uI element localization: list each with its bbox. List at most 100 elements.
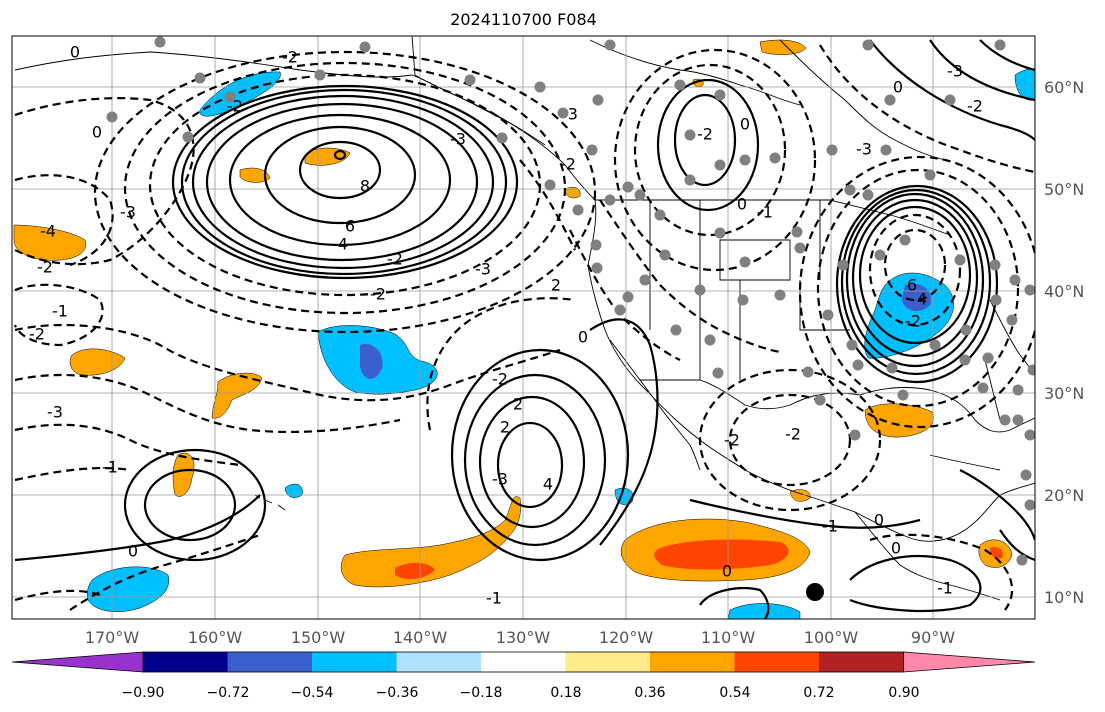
contour-label: 0 xyxy=(893,78,903,97)
shade-neg-aleutian xyxy=(199,71,281,117)
shade-neg-midpacific-core xyxy=(360,343,383,379)
station-dot xyxy=(314,69,326,81)
border-us-mexico xyxy=(640,379,861,410)
station-dot xyxy=(1024,429,1035,441)
colorbar-segment xyxy=(396,652,481,672)
station-dot xyxy=(154,36,166,48)
contour-label: -3 xyxy=(492,470,508,489)
station-dot xyxy=(670,324,682,336)
coast-florida xyxy=(984,359,1001,421)
lon-label: 90°W xyxy=(911,628,955,647)
lon-label: 100°W xyxy=(804,628,859,647)
contour-label: -2 xyxy=(370,285,386,304)
contour-label: -1 xyxy=(822,517,838,536)
station-dot xyxy=(852,359,864,371)
station-dot xyxy=(1027,364,1035,376)
station-dot xyxy=(994,39,1006,51)
coast-cuba xyxy=(929,454,1001,471)
contour-label: -2 xyxy=(387,250,403,269)
station-dot xyxy=(694,284,706,296)
shade-neg-top-right xyxy=(1014,68,1035,101)
station-dot xyxy=(739,154,751,166)
station-dot xyxy=(924,169,936,181)
coast-alaska xyxy=(411,74,546,146)
shade-pos-gulf xyxy=(864,403,934,438)
station-dot xyxy=(899,234,911,246)
station-dot xyxy=(977,382,989,394)
colorbar-tick-label: 0.90 xyxy=(888,685,919,701)
station-dot xyxy=(1012,384,1024,396)
station-dot xyxy=(634,189,646,201)
colorbar-segment xyxy=(312,652,397,672)
lat-label: 40°N xyxy=(1044,282,1084,301)
contour-label: -1 xyxy=(937,579,953,598)
colorbar-segment xyxy=(819,652,904,672)
station-dot xyxy=(622,291,634,303)
contour-label: -2 xyxy=(697,125,713,144)
shade-pos-alaska-small xyxy=(564,186,581,199)
contour-label: -1 xyxy=(757,203,773,222)
station-dot xyxy=(1024,284,1035,296)
station-dot xyxy=(802,366,814,378)
colorbar xyxy=(11,651,1036,673)
station-dot xyxy=(622,181,634,193)
lon-label: 150°W xyxy=(291,628,346,647)
lat-label: 10°N xyxy=(1044,588,1084,607)
contour-label: -3 xyxy=(947,62,963,81)
contour-label: 0 xyxy=(874,511,884,530)
contour-label: -2 xyxy=(785,425,801,444)
station-dot xyxy=(591,262,603,274)
station-dot xyxy=(496,132,508,144)
map-content: 0 -2 -2 0 -3 8 6 -4 -2 -2 -4 -2 -1 -2 -3… xyxy=(12,36,1035,619)
colorbar-tick-label: 0.54 xyxy=(719,685,750,701)
station-dot xyxy=(464,74,476,86)
contour-label: -3 xyxy=(120,203,136,222)
station-dot xyxy=(1009,274,1021,286)
map-frame xyxy=(11,35,1036,620)
contour-label: 4 xyxy=(543,475,553,494)
station-dot xyxy=(989,259,1001,271)
contour-label: 0 xyxy=(128,542,138,561)
shade-neg-south xyxy=(727,603,801,619)
station-dot xyxy=(769,152,781,164)
station-dot xyxy=(959,354,971,366)
shade-neg-east-low-core xyxy=(902,283,931,312)
station-dot xyxy=(1016,554,1028,566)
station-dot xyxy=(960,324,972,336)
station-dot xyxy=(837,259,849,271)
station-dot xyxy=(654,209,666,221)
station-dot xyxy=(1024,499,1035,511)
colorbar-tick-label: −0.36 xyxy=(376,685,419,701)
shaded-anomaly-regions xyxy=(13,39,1035,619)
colorbar-segment xyxy=(227,652,312,672)
station-dot xyxy=(944,94,956,106)
station-dot xyxy=(359,41,371,53)
colorbar-extend-low xyxy=(11,651,144,673)
contour-label: -2 xyxy=(724,431,740,450)
station-dot xyxy=(982,352,994,364)
contour-label: -2 xyxy=(282,48,298,67)
contour-lines xyxy=(13,39,1035,619)
contour-label: -2 xyxy=(37,258,53,277)
shade-pos-mexico-core xyxy=(654,539,789,570)
station-dot xyxy=(586,144,598,156)
station-dot xyxy=(774,289,786,301)
colorbar-tick-label: −0.72 xyxy=(207,685,250,701)
station-dot xyxy=(194,72,206,84)
lon-label: 130°W xyxy=(496,628,551,647)
coast-north-america-west xyxy=(411,36,1035,542)
station-dot xyxy=(737,294,749,306)
station-dot xyxy=(604,39,616,51)
colorbar-tick-label: 0.18 xyxy=(550,685,581,701)
station-dot xyxy=(739,256,751,268)
station-dot xyxy=(704,334,716,346)
station-dot xyxy=(534,81,546,93)
station-dot xyxy=(106,111,118,123)
contour-label: -3 xyxy=(856,140,872,159)
shade-pos-band-core xyxy=(395,562,435,580)
contour-label: -4 xyxy=(40,222,56,241)
lat-label: 30°N xyxy=(1044,384,1084,403)
colorbar-tick-labels: −0.90 −0.72 −0.54 −0.36 −0.18 0.18 0.36 … xyxy=(122,685,920,701)
contour-label: 2 xyxy=(513,395,523,414)
station-dot xyxy=(544,179,556,191)
